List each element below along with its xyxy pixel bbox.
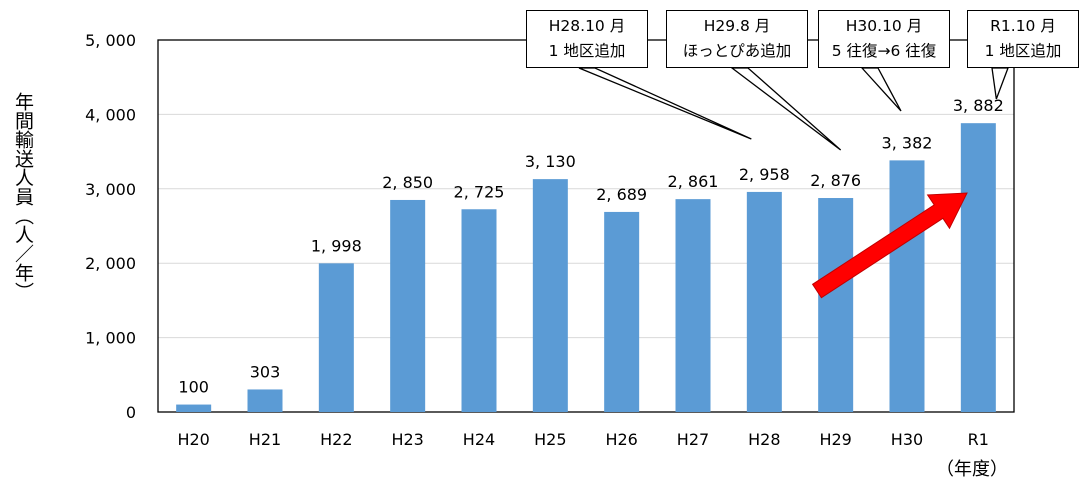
bar-h21 (247, 389, 283, 412)
y-tick-labels: 0 1, 000 2, 000 3, 000 4, 000 5, 000 (85, 31, 136, 422)
y-axis-label: 年間輸送人員（人／年） (12, 92, 34, 301)
value-label-h21: 303 (250, 362, 281, 381)
x-axis-unit-label: （年度） (936, 459, 1008, 480)
bar-h25 (532, 179, 568, 412)
x-tick-h22: H22 (320, 430, 352, 449)
leader-r1 (991, 67, 1009, 100)
x-tick-h21: H21 (249, 430, 281, 449)
y-tick-4000: 4, 000 (85, 105, 136, 124)
x-tick-r1: R1 (968, 430, 989, 449)
value-label-h27: 2, 861 (668, 172, 719, 191)
y-tick-3000: 3, 000 (85, 180, 136, 199)
y-tick-5000: 5, 000 (85, 31, 136, 50)
plot-border (157, 39, 1015, 413)
value-label-h26: 2, 689 (596, 185, 647, 204)
x-tick-h29: H29 (819, 430, 851, 449)
annotation-r1-line2: 1 地区追加 (984, 42, 1062, 60)
x-tick-h26: H26 (605, 430, 637, 449)
value-labels: 100 303 1, 998 2, 850 2, 725 3, 130 2, 689 2, 8… (178, 96, 1003, 396)
annotation-h28-line1: H28.10 月 (548, 17, 626, 35)
leader-h29 (730, 67, 842, 151)
value-label-h30: 3, 382 (882, 133, 933, 152)
bar-h28 (746, 191, 782, 412)
trend-arrow-shape (811, 192, 968, 299)
annotation-r1-line1: R1.10 月 (990, 17, 1056, 35)
annotation-h30-line1: H30.10 月 (845, 17, 923, 35)
x-tick-labels: H20 H21 H22 H23 H24 H25 H26 H27 H28 H29 H30 R1 (177, 430, 989, 449)
value-label-r1: 3, 882 (953, 96, 1004, 115)
x-tick-h20: H20 (177, 430, 209, 449)
annotation-h29: H29.8 月 ほっとぴあ追加 (666, 10, 808, 68)
x-tick-h28: H28 (748, 430, 780, 449)
y-tick-1000: 1, 000 (85, 329, 136, 348)
plot-frame (157, 39, 1015, 413)
annotation-h28-line2: 1 地区追加 (548, 42, 626, 60)
leader-h30 (860, 67, 902, 112)
bar-h26 (604, 211, 640, 412)
value-label-h22: 1, 998 (311, 236, 362, 255)
annotation-h30-line2: 5 往復→6 往復 (831, 42, 937, 60)
annotation-h29-line1: H29.8 月 (703, 17, 771, 35)
annotation-h29-line2: ほっとぴあ追加 (682, 42, 792, 60)
y-tick-0: 0 (126, 403, 136, 422)
y-tick-2000: 2, 000 (85, 254, 136, 273)
value-label-h25: 3, 130 (525, 152, 576, 171)
value-label-h28: 2, 958 (739, 165, 790, 184)
annotation-h30: H30.10 月 5 往復→6 往復 (818, 10, 950, 68)
bar-h24 (461, 209, 497, 412)
bar-h30 (889, 160, 925, 412)
annotation-h28: H28.10 月 1 地区追加 (526, 10, 648, 68)
bar-h29 (818, 198, 854, 412)
bar-r1 (960, 123, 996, 412)
value-label-h23: 2, 850 (382, 173, 433, 192)
bars (176, 123, 996, 412)
bar-h20 (176, 404, 212, 412)
x-tick-h27: H27 (677, 430, 709, 449)
x-tick-h25: H25 (534, 430, 566, 449)
value-label-h29: 2, 876 (810, 171, 861, 190)
x-tick-h30: H30 (891, 430, 923, 449)
value-label-h24: 2, 725 (454, 182, 505, 201)
bar-h27 (675, 199, 711, 412)
x-tick-h23: H23 (391, 430, 423, 449)
bar-h23 (390, 199, 426, 412)
leader-h28 (578, 67, 752, 140)
value-label-h20: 100 (178, 378, 209, 397)
trend-arrow (811, 192, 968, 299)
annotation-leaders (578, 67, 1009, 151)
bar-h22 (318, 263, 354, 412)
annotation-r1: R1.10 月 1 地区追加 (967, 10, 1079, 68)
x-tick-h24: H24 (463, 430, 495, 449)
